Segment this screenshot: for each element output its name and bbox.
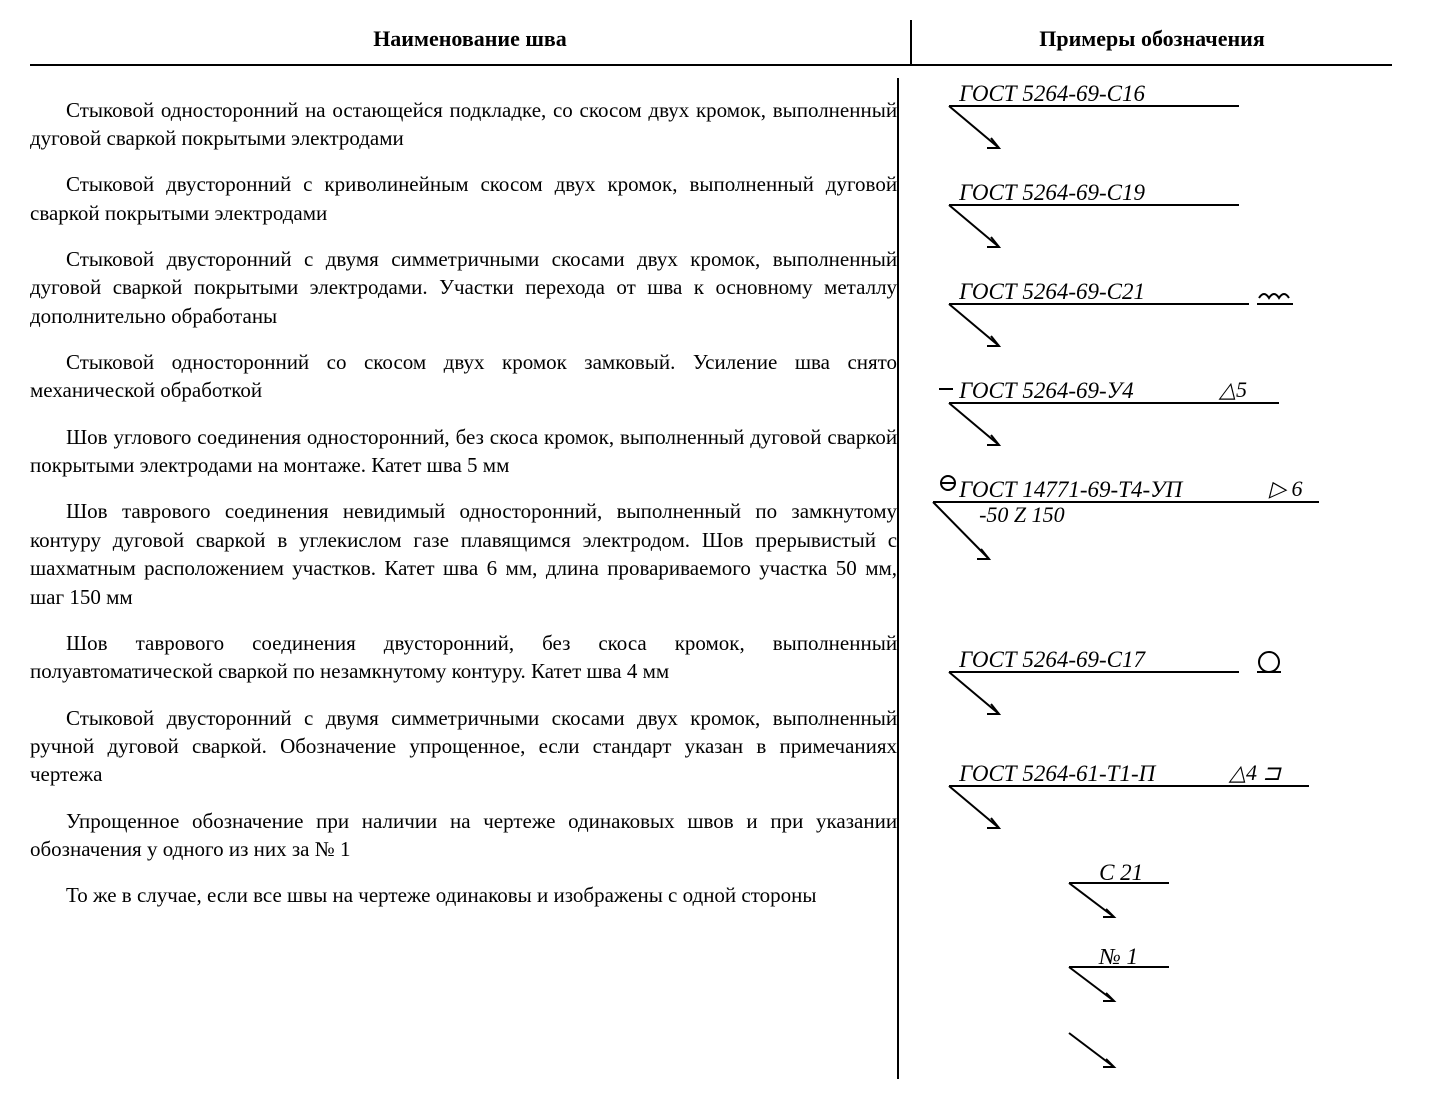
weld-symbol: ГОСТ 5264-69-С17 (939, 644, 1412, 754)
gost-label: ГОСТ 5264-69-С21 (959, 276, 1145, 307)
entry-text: Стыковой двусторонний с двумя симметричн… (30, 704, 897, 789)
gost-label: ГОСТ 5264-69-С16 (959, 78, 1145, 109)
gost-sub: -50 Z 150 (979, 500, 1065, 530)
gost-extra: △5 (1219, 375, 1247, 405)
weld-symbol: ГОСТ 14771-69-Т4-УП -50 Z 150 ▷ 6 (939, 474, 1412, 594)
gost-label: С 21 (1099, 857, 1143, 888)
table-header: Наименование шва Примеры обозначения (30, 20, 1412, 66)
column-descriptions: Стыковой односторонний на остающейся под… (30, 78, 897, 1079)
weld-symbol: ГОСТ 5264-69-С21 (939, 276, 1412, 371)
entry-text: Упрощенное обозначение при наличии на че… (30, 807, 897, 864)
weld-symbol: № 1 (939, 941, 1412, 1021)
entry-text: Шов углового соединения односторонний, б… (30, 423, 897, 480)
entry-text: Шов таврового соединения невидимый однос… (30, 497, 897, 610)
entry-text: Стыковой двусторонний с двумя симметричн… (30, 245, 897, 330)
entry-text: То же в случае, если все швы на чертеже … (30, 881, 897, 909)
entry-text: Стыковой односторонний на остающейся под… (30, 96, 897, 153)
gost-label: ГОСТ 5264-69-С17 (959, 644, 1145, 675)
weld-symbol-svg (1059, 1025, 1259, 1085)
gost-label: ГОСТ 5264-61-Т1-П (959, 758, 1155, 789)
column-symbols: ГОСТ 5264-69-С16 ГОСТ 5264-69-С19 ГОСТ 5… (897, 78, 1412, 1079)
gost-extra: ▷ 6 (1269, 474, 1302, 504)
page-body: Стыковой односторонний на остающейся под… (30, 78, 1412, 1079)
entry-text: Шов таврового соединения двусторонний, б… (30, 629, 897, 686)
weld-symbol: ГОСТ 5264-69-У4 △5 (939, 375, 1412, 470)
weld-symbol (939, 1025, 1412, 1075)
entry-text: Стыковой односторонний со скосом двух кр… (30, 348, 897, 405)
weld-symbol-svg (1059, 857, 1259, 937)
weld-symbol: ГОСТ 5264-69-С16 (939, 78, 1412, 173)
weld-symbol-svg (1059, 941, 1259, 1021)
header-right: Примеры обозначения (910, 20, 1392, 66)
gost-label: № 1 (1099, 941, 1138, 972)
weld-symbol: ГОСТ 5264-61-Т1-П △4 ⊐ (939, 758, 1412, 853)
entry-text: Стыковой двусторонний с криволинейным ск… (30, 170, 897, 227)
weld-symbol: С 21 (939, 857, 1412, 937)
header-left: Наименование шва (30, 20, 910, 66)
gost-label: ГОСТ 5264-69-С19 (959, 177, 1145, 208)
gost-label: ГОСТ 5264-69-У4 (959, 375, 1134, 406)
weld-symbol: ГОСТ 5264-69-С19 (939, 177, 1412, 272)
gost-extra: △4 ⊐ (1229, 758, 1281, 788)
